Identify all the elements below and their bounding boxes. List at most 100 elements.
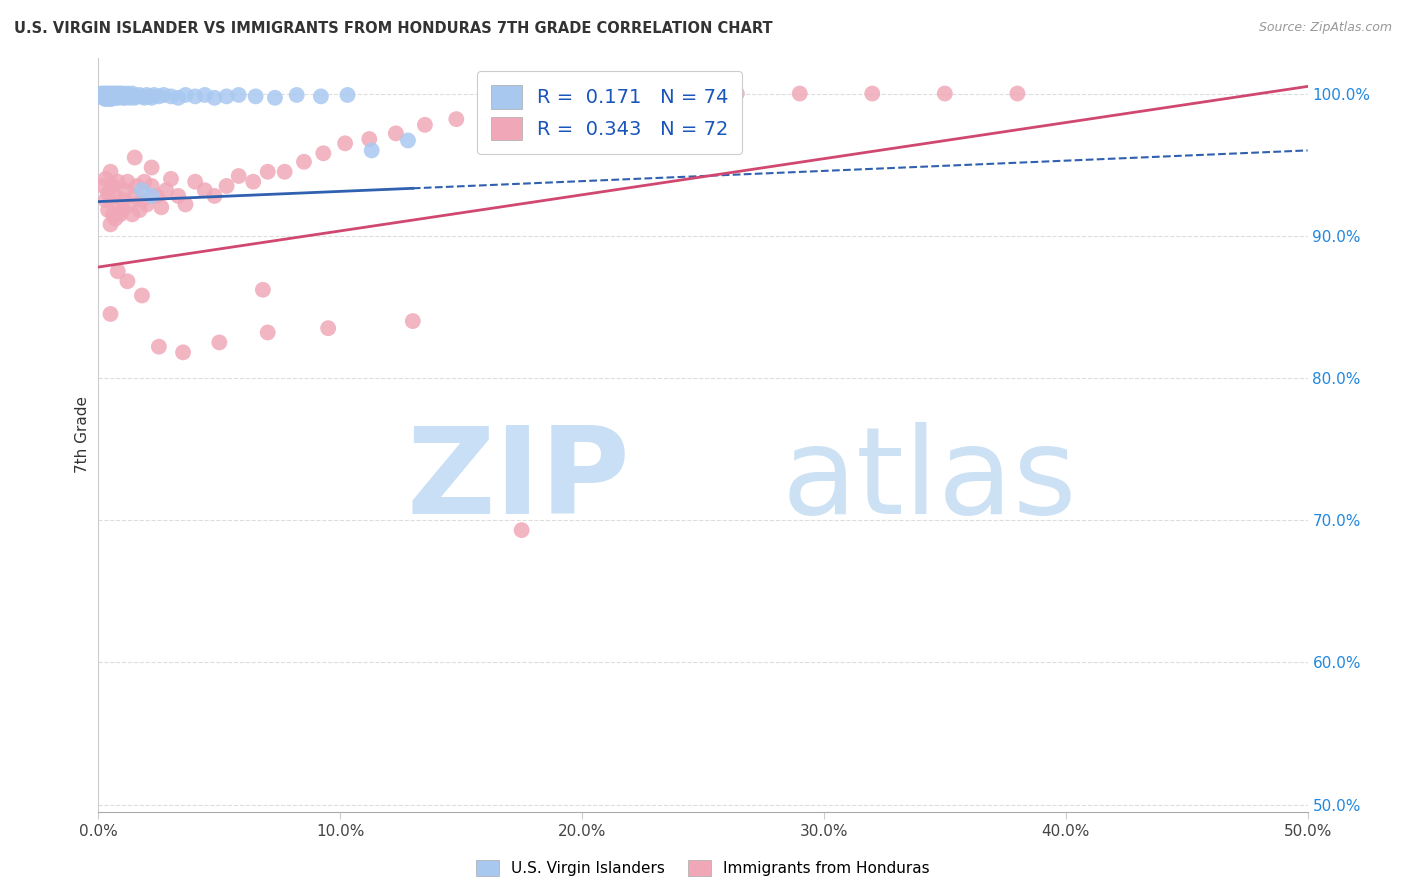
Point	[523, 98, 546, 112]
Point	[100, 165, 122, 179]
Point	[97, 89, 120, 103]
Point	[333, 136, 356, 151]
Point	[172, 345, 194, 359]
Point	[141, 91, 163, 105]
Point	[252, 283, 274, 297]
Legend: R =  0.171   N = 74, R =  0.343   N = 72: R = 0.171 N = 74, R = 0.343 N = 72	[477, 71, 742, 154]
Point	[107, 89, 129, 103]
Point	[148, 89, 170, 103]
Point	[292, 154, 315, 169]
Point	[860, 87, 883, 101]
Point	[131, 288, 153, 302]
Point	[336, 87, 359, 102]
Point	[94, 89, 117, 103]
Point	[94, 91, 117, 105]
Point	[108, 87, 131, 102]
Legend: U.S. Virgin Islanders, Immigrants from Honduras: U.S. Virgin Islanders, Immigrants from H…	[470, 855, 936, 882]
Text: atlas: atlas	[782, 422, 1077, 539]
Point	[97, 87, 120, 102]
Point	[256, 326, 278, 340]
Point	[118, 87, 141, 102]
Point	[402, 314, 425, 328]
Point	[91, 89, 114, 103]
Point	[117, 175, 139, 189]
Point	[312, 146, 335, 161]
Point	[114, 183, 136, 197]
Point	[273, 165, 295, 179]
Point	[316, 321, 339, 335]
Point	[124, 189, 146, 203]
Point	[396, 133, 419, 147]
Point	[107, 87, 129, 101]
Point	[111, 203, 134, 218]
Point	[446, 112, 468, 127]
Point	[127, 178, 149, 193]
Point	[107, 197, 129, 211]
Point	[100, 92, 122, 106]
Point	[94, 87, 117, 101]
Y-axis label: 7th Grade: 7th Grade	[75, 396, 90, 474]
Point	[100, 91, 122, 105]
Point	[160, 89, 183, 103]
Point	[97, 91, 120, 105]
Point	[107, 175, 129, 189]
Point	[131, 89, 153, 103]
Point	[138, 89, 160, 103]
Point	[160, 172, 183, 186]
Point	[94, 92, 117, 106]
Point	[208, 335, 231, 350]
Point	[567, 94, 589, 108]
Point	[167, 189, 190, 203]
Text: ZIP: ZIP	[406, 422, 630, 539]
Point	[143, 87, 166, 102]
Point	[194, 87, 217, 102]
Point	[385, 126, 408, 140]
Point	[127, 89, 149, 103]
Point	[141, 189, 163, 203]
Point	[90, 87, 112, 101]
Point	[789, 87, 811, 101]
Point	[256, 165, 278, 179]
Text: U.S. VIRGIN ISLANDER VS IMMIGRANTS FROM HONDURAS 7TH GRADE CORRELATION CHART: U.S. VIRGIN ISLANDER VS IMMIGRANTS FROM …	[14, 21, 773, 36]
Point	[117, 274, 139, 288]
Point	[1007, 87, 1029, 101]
Point	[510, 523, 533, 537]
Point	[121, 207, 143, 221]
Point	[167, 91, 190, 105]
Point	[97, 203, 120, 218]
Point	[90, 89, 112, 103]
Point	[245, 89, 267, 103]
Point	[94, 87, 117, 102]
Point	[242, 175, 264, 189]
Point	[104, 87, 127, 102]
Point	[108, 89, 131, 103]
Point	[100, 87, 122, 101]
Point	[100, 307, 122, 321]
Point	[174, 197, 197, 211]
Point	[204, 189, 226, 203]
Point	[155, 183, 177, 197]
Point	[614, 89, 637, 103]
Point	[121, 87, 143, 101]
Point	[101, 91, 124, 105]
Point	[131, 193, 153, 207]
Text: Source: ZipAtlas.com: Source: ZipAtlas.com	[1258, 21, 1392, 34]
Point	[128, 203, 150, 218]
Point	[101, 87, 124, 102]
Point	[285, 87, 308, 102]
Point	[118, 197, 141, 211]
Point	[141, 161, 163, 175]
Point	[134, 91, 156, 105]
Point	[101, 178, 124, 193]
Point	[108, 207, 131, 221]
Point	[128, 87, 150, 102]
Point	[184, 89, 207, 103]
Point	[104, 89, 127, 103]
Point	[100, 87, 122, 102]
Point	[101, 207, 124, 221]
Point	[97, 87, 120, 101]
Point	[90, 87, 112, 102]
Point	[204, 91, 226, 105]
Point	[141, 178, 163, 193]
Point	[97, 186, 120, 200]
